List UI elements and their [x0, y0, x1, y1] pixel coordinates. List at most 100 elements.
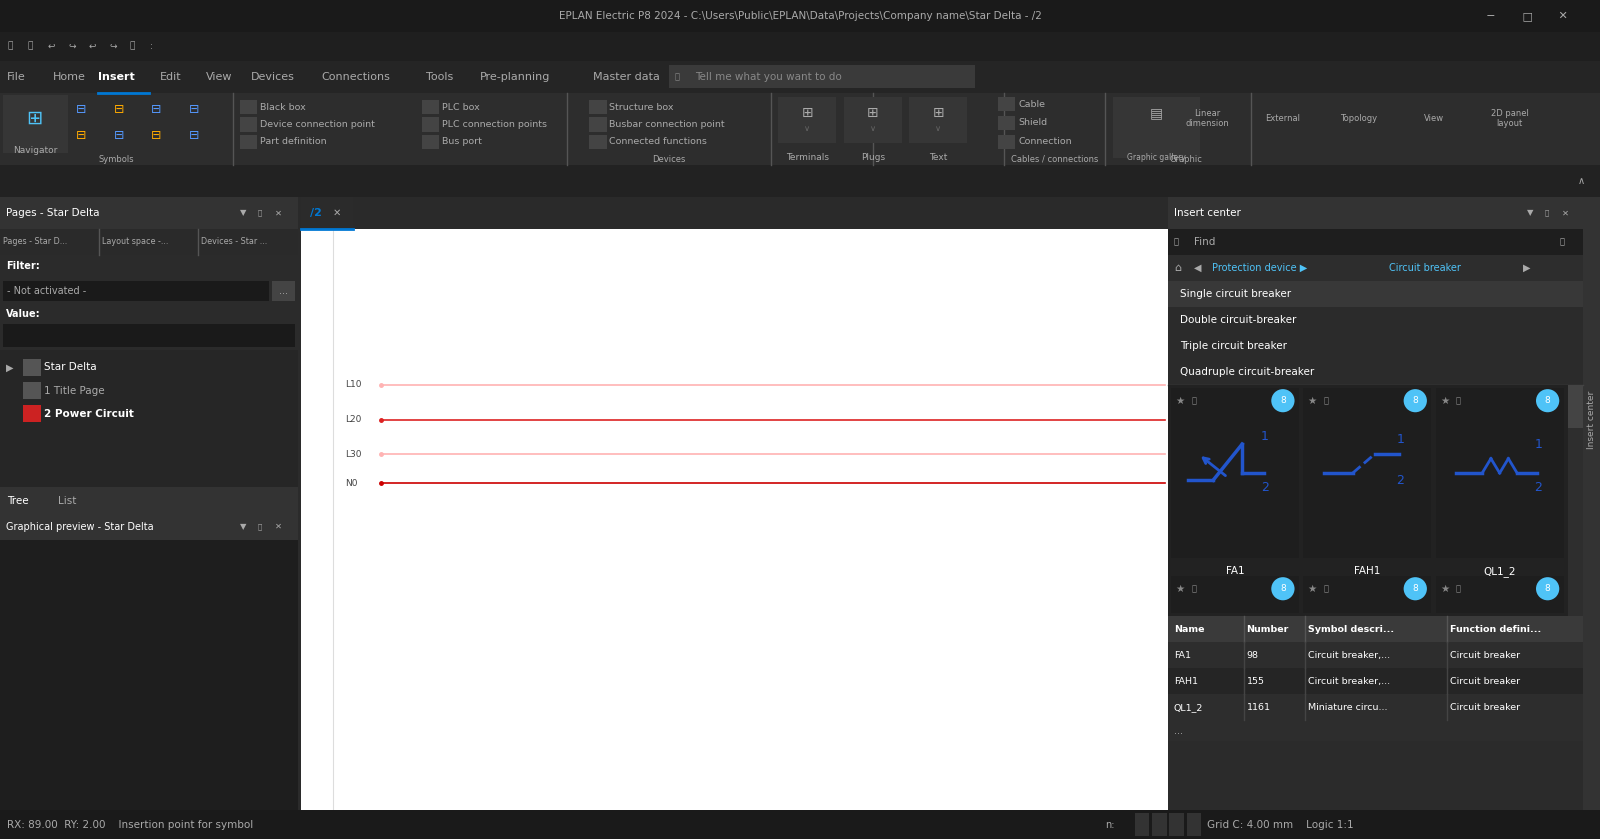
Text: 🔖: 🔖: [1192, 396, 1197, 405]
Text: List: List: [58, 496, 77, 506]
Bar: [1304, 576, 1432, 613]
Text: Tell me what you want to do: Tell me what you want to do: [696, 71, 842, 81]
Text: Cables / connections: Cables / connections: [1011, 154, 1098, 164]
Text: 🔖: 🔖: [1323, 584, 1328, 593]
Text: ✕: ✕: [1562, 208, 1570, 217]
Text: 📌: 📌: [258, 524, 262, 530]
Bar: [0, 304, 298, 324]
Text: L30: L30: [344, 450, 362, 459]
Text: 1: 1: [1397, 433, 1405, 446]
Text: ↩: ↩: [48, 42, 56, 51]
Bar: [909, 97, 968, 143]
Text: RX: 89.00  RY: 2.00    Insertion point for symbol: RX: 89.00 RY: 2.00 Insertion point for s…: [8, 820, 253, 830]
Bar: [1168, 228, 1582, 254]
Text: Circuit breaker: Circuit breaker: [1450, 703, 1520, 711]
Text: Busbar connection point: Busbar connection point: [610, 120, 725, 129]
Text: 8: 8: [1544, 584, 1550, 593]
Text: ▼: ▼: [1528, 208, 1534, 217]
Bar: [998, 116, 1016, 130]
Text: Part definition: Part definition: [261, 138, 326, 146]
Text: Edit: Edit: [160, 71, 182, 81]
Text: Single circuit breaker: Single circuit breaker: [1179, 289, 1291, 299]
Bar: [240, 134, 258, 149]
Text: External: External: [1266, 114, 1301, 123]
Text: Graphical preview - Star Delta: Graphical preview - Star Delta: [6, 522, 154, 532]
Text: Filter:: Filter:: [6, 261, 40, 271]
Text: View: View: [1424, 114, 1445, 123]
Text: ⊟: ⊟: [189, 103, 200, 117]
Bar: [1134, 813, 1149, 836]
Text: Graphic gallery: Graphic gallery: [1126, 154, 1186, 162]
Text: Structure box: Structure box: [610, 102, 674, 112]
Bar: [1171, 576, 1299, 613]
Text: ★: ★: [1307, 584, 1317, 594]
Bar: [1435, 388, 1563, 559]
Circle shape: [1403, 389, 1427, 412]
Text: Triple circuit breaker: Triple circuit breaker: [1179, 341, 1286, 351]
Text: Terminals: Terminals: [786, 154, 829, 162]
Bar: [0, 278, 298, 304]
Bar: [589, 134, 606, 149]
Text: N0: N0: [344, 478, 357, 487]
Text: ⊞: ⊞: [27, 109, 43, 128]
Text: Double circuit-breaker: Double circuit-breaker: [1179, 315, 1296, 325]
Text: Layout space -...: Layout space -...: [102, 237, 168, 246]
Text: Connection: Connection: [1018, 138, 1072, 146]
Bar: [1568, 385, 1582, 616]
Text: ✕: ✕: [275, 208, 282, 217]
Text: ★: ★: [1307, 396, 1317, 406]
Bar: [0, 228, 298, 254]
Bar: [272, 280, 296, 301]
Bar: [301, 228, 1168, 810]
Bar: [0, 32, 1600, 60]
Text: ▤: ▤: [1150, 106, 1163, 120]
Bar: [1168, 307, 1582, 333]
Bar: [24, 405, 40, 422]
Text: ─: ─: [1485, 11, 1498, 21]
Bar: [422, 117, 440, 132]
Text: FA1: FA1: [1226, 566, 1245, 576]
Text: Devices: Devices: [251, 71, 294, 81]
Text: ◀: ◀: [1194, 263, 1202, 273]
Text: 2 Power Circuit: 2 Power Circuit: [43, 409, 133, 419]
Bar: [1435, 576, 1563, 613]
Text: Insert center: Insert center: [1587, 390, 1595, 449]
Bar: [1152, 813, 1166, 836]
Bar: [0, 165, 1600, 196]
Bar: [589, 100, 606, 114]
Bar: [3, 280, 269, 301]
Text: Linear
dimension: Linear dimension: [1186, 109, 1229, 128]
Text: ⊞: ⊞: [933, 106, 944, 120]
Text: ✕: ✕: [1555, 11, 1571, 21]
Bar: [0, 513, 298, 539]
Text: Circuit breaker,...: Circuit breaker,...: [1307, 677, 1390, 685]
Text: 🔍: 🔍: [1560, 237, 1565, 246]
Text: ↩: ↩: [88, 42, 96, 51]
Text: Symbols: Symbols: [99, 154, 134, 164]
Text: 🔖: 🔖: [1323, 396, 1328, 405]
Text: QL1_2: QL1_2: [1483, 566, 1515, 577]
Text: Devices: Devices: [653, 154, 686, 164]
Text: Name: Name: [1174, 625, 1205, 633]
Text: 2: 2: [1534, 481, 1542, 494]
Bar: [1568, 385, 1582, 428]
Text: ⊟: ⊟: [114, 129, 123, 143]
Text: 📌: 📌: [258, 210, 262, 216]
Text: Insert: Insert: [98, 71, 134, 81]
Text: 2D panel
layout: 2D panel layout: [1491, 109, 1528, 128]
Text: FAH1: FAH1: [1174, 677, 1198, 685]
Text: ★: ★: [1440, 584, 1450, 594]
Text: ⊟: ⊟: [152, 103, 162, 117]
Bar: [0, 487, 298, 513]
Bar: [298, 196, 1600, 228]
Text: - Not activated -: - Not activated -: [8, 286, 86, 296]
Text: Value:: Value:: [6, 309, 40, 319]
Text: ⌂: ⌂: [1174, 263, 1181, 273]
Text: QL1_2: QL1_2: [1174, 703, 1203, 711]
Text: Topology: Topology: [1339, 114, 1378, 123]
Bar: [3, 96, 69, 154]
Bar: [24, 359, 40, 376]
Bar: [0, 0, 1600, 32]
Bar: [1304, 388, 1432, 559]
Bar: [1171, 388, 1299, 559]
